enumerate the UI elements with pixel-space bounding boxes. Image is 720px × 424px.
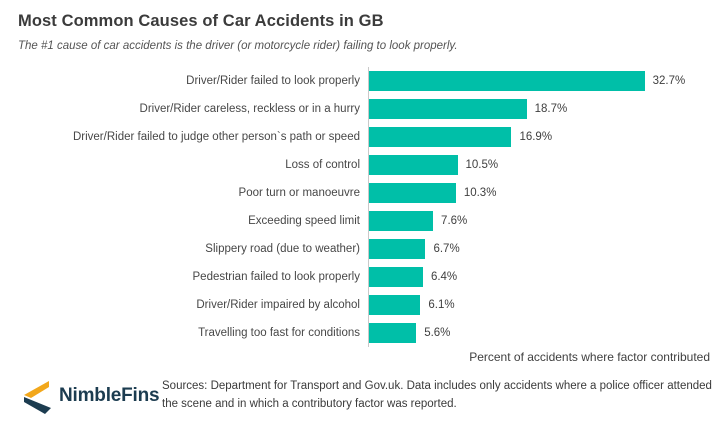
bar [369, 323, 417, 343]
plot-area: 5.6% [368, 319, 712, 347]
category-label: Driver/Rider failed to judge other perso… [72, 131, 360, 143]
value-label: 18.7% [534, 103, 568, 115]
bar [369, 99, 527, 119]
category-label: Travelling too fast for conditions [198, 327, 360, 339]
category-label: Pedestrian failed to look properly [192, 271, 361, 283]
plot-area: 7.6% [368, 207, 712, 235]
value-label: 6.1% [428, 299, 455, 311]
category-label: Driver/Rider failed to look properly [186, 75, 360, 87]
bar-row: Pedestrian failed to look properly 6.4% [18, 263, 712, 291]
plot-area: 18.7% [368, 95, 712, 123]
plot-area: 6.7% [368, 235, 712, 263]
category-label: Driver/Rider careless, reckless or in a … [139, 103, 360, 115]
plot-area: 6.1% [368, 291, 712, 319]
bar-chart-rows: Driver/Rider failed to look properly 32.7… [18, 67, 712, 347]
bar-row: Travelling too fast for conditions 5.6% [18, 319, 712, 347]
category-label: Loss of control [285, 159, 360, 171]
bar-row: Driver/Rider failed to look properly 32.7… [18, 67, 712, 95]
x-axis-label: Percent of accidents where factor contri… [469, 350, 710, 364]
bar [369, 267, 423, 287]
bar-chart: Driver/Rider failed to look properly 32.7… [18, 67, 712, 364]
value-label: 5.6% [424, 327, 451, 339]
value-label: 6.4% [430, 271, 458, 283]
bar [369, 211, 434, 231]
value-label: 10.5% [465, 159, 499, 171]
bar [369, 155, 458, 175]
category-label: Poor turn or manoeuvre [238, 187, 360, 199]
nimblefins-fin-icon [24, 381, 51, 414]
bar-row: Exceeding speed limit 7.6% [18, 207, 712, 235]
plot-area: 32.7% [368, 67, 712, 95]
category-label: Driver/Rider impaired by alcohol [196, 299, 360, 311]
bar-row: Driver/Rider impaired by alcohol 6.1% [18, 291, 712, 319]
value-label: 6.7% [433, 243, 460, 255]
value-label: 10.3% [463, 187, 497, 199]
footer: NimbleFins Sources: Department for Trans… [18, 377, 712, 415]
chart-subtitle: The #1 cause of car accidents is the dri… [18, 40, 458, 52]
sources-note: Sources: Department for Transport and Go… [162, 380, 712, 410]
bar [369, 239, 426, 259]
bar [369, 71, 645, 91]
category-label: Slippery road (due to weather) [205, 243, 360, 255]
bar-row: Driver/Rider careless, reckless or in a … [18, 95, 712, 123]
plot-area: 10.3% [368, 179, 712, 207]
category-label: Exceeding speed limit [248, 215, 360, 227]
plot-area: 6.4% [368, 263, 712, 291]
value-label: 32.7% [652, 75, 686, 87]
bar [369, 127, 512, 147]
bar-row: Loss of control 10.5% [18, 151, 712, 179]
plot-area: 16.9% [368, 123, 712, 151]
nimblefins-logo: NimbleFins [18, 377, 160, 415]
bar [369, 183, 456, 203]
value-label: 7.6% [441, 215, 468, 227]
bar-row: Slippery road (due to weather) 6.7% [18, 235, 712, 263]
bar-row: Driver/Rider failed to judge other perso… [18, 123, 712, 151]
value-label: 16.9% [519, 131, 553, 143]
plot-area: 10.5% [368, 151, 712, 179]
page-title: Most Common Causes of Car Accidents in G… [18, 12, 384, 30]
bar-row: Poor turn or manoeuvre 10.3% [18, 179, 712, 207]
logo-text: NimbleFins [59, 385, 160, 406]
bar [369, 295, 421, 315]
